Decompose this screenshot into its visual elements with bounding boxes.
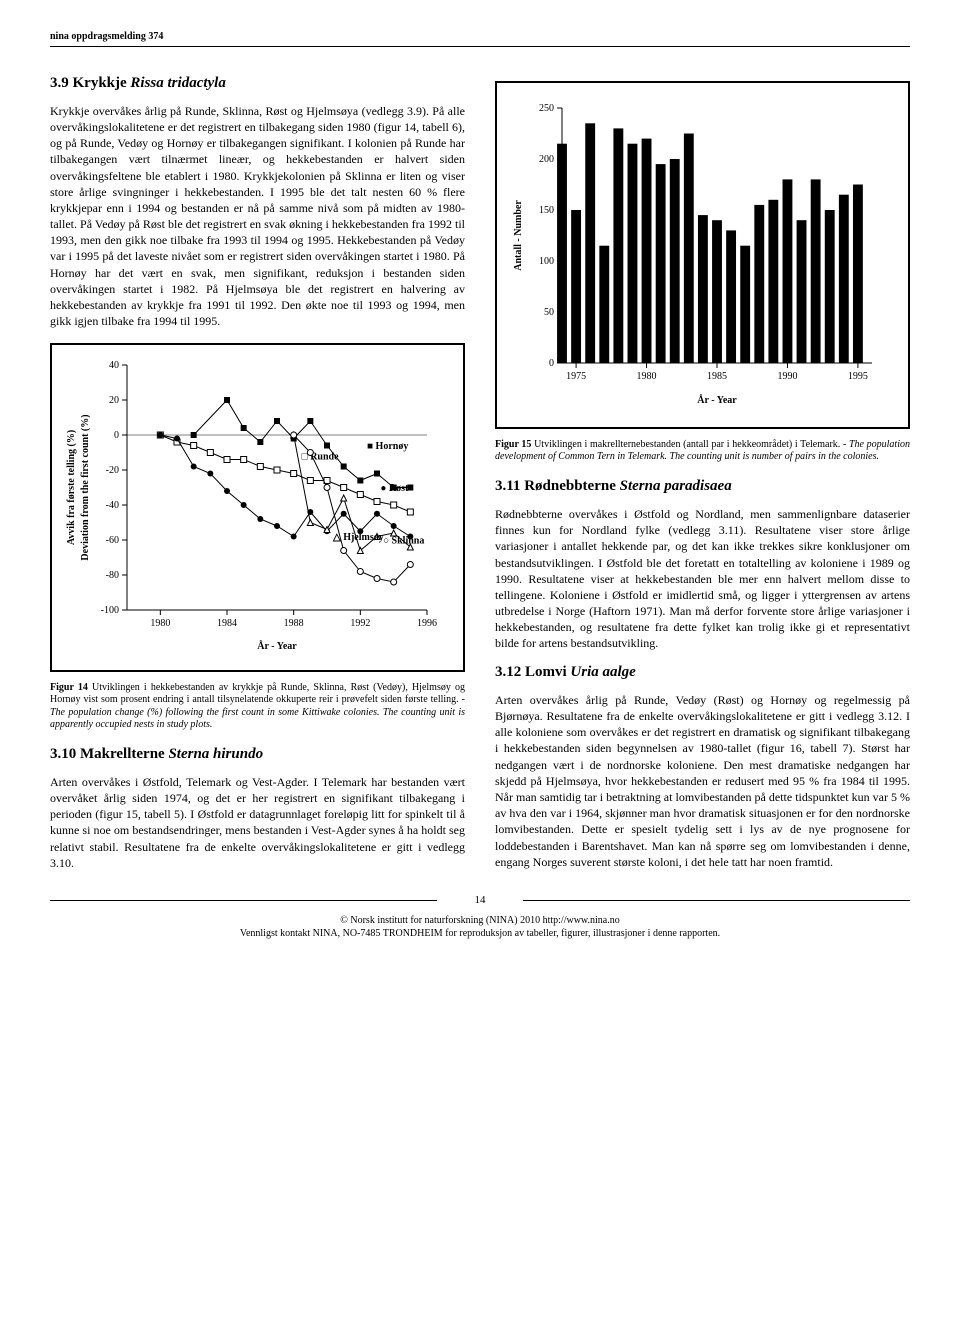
svg-text:200: 200 bbox=[539, 154, 554, 165]
svg-text:0: 0 bbox=[114, 430, 119, 441]
svg-text:150: 150 bbox=[539, 205, 554, 216]
section-latin: Sterna paradisaea bbox=[620, 478, 732, 494]
figure-15-chart: 0 50 100 150 200 250 1975 1980 1985 1990 1995 År - … bbox=[507, 93, 887, 413]
section-3-11-heading: 3.11 Rødnebbterne Sterna paradisaea bbox=[495, 476, 910, 496]
footer-line-1: © Norsk institutt for naturforskning (NI… bbox=[50, 914, 910, 927]
svg-text:-60: -60 bbox=[106, 535, 119, 546]
section-3-9-body: Krykkje overvåkes årlig på Runde, Sklinn… bbox=[50, 103, 465, 330]
caption-label: Figur 15 bbox=[495, 439, 531, 450]
page-number: 14 bbox=[50, 893, 910, 908]
figure-14-caption: Figur 14 Utviklingen i hekkebestanden av… bbox=[50, 682, 465, 732]
section-3-11-body: Rødnebbterne overvåkes i Østfold og Nord… bbox=[495, 506, 910, 652]
svg-text:1980: 1980 bbox=[637, 371, 657, 382]
svg-text:År - Year: År - Year bbox=[257, 640, 297, 652]
svg-text:20: 20 bbox=[109, 395, 119, 406]
svg-text:1988: 1988 bbox=[284, 618, 304, 629]
caption-label: Figur 14 bbox=[50, 682, 88, 693]
svg-text:100: 100 bbox=[539, 256, 554, 267]
svg-text:● Røst: ● Røst bbox=[380, 483, 409, 494]
footer: © Norsk institutt for naturforskning (NI… bbox=[50, 914, 910, 940]
section-number: 3.9 bbox=[50, 75, 69, 91]
svg-text:0: 0 bbox=[549, 358, 554, 369]
right-column: 0 50 100 150 200 250 1975 1980 1985 1990 1995 År - … bbox=[495, 67, 910, 881]
section-latin: Rissa tridactyla bbox=[130, 75, 225, 91]
figure-14: -100 -80 -60 -40 -20 0 20 40 1980 1984 1988 1992 199… bbox=[50, 343, 465, 671]
caption-text: Utviklingen i hekkebestanden av krykkje … bbox=[50, 682, 465, 706]
svg-text:1990: 1990 bbox=[777, 371, 797, 382]
figure-15: 0 50 100 150 200 250 1975 1980 1985 1990 1995 År - … bbox=[495, 81, 910, 429]
caption-italic: The population change (%) following the … bbox=[50, 707, 465, 731]
section-latin: Sterna hirundo bbox=[168, 746, 263, 762]
caption-text: Utviklingen i makrellternebestanden (ant… bbox=[531, 439, 849, 450]
section-title: Makrellterne bbox=[80, 746, 165, 762]
section-latin: Uria aalge bbox=[570, 664, 635, 680]
section-number: 3.10 bbox=[50, 746, 76, 762]
svg-text:Deviation from the first count: Deviation from the first count (%) bbox=[80, 415, 91, 561]
svg-text:Avvik fra første telling (%): Avvik fra første telling (%) bbox=[66, 430, 77, 545]
footer-line-2: Vennligst kontakt NINA, NO-7485 TRONDHEI… bbox=[50, 927, 910, 940]
section-3-12-heading: 3.12 Lomvi Uria aalge bbox=[495, 662, 910, 682]
section-3-10-heading: 3.10 Makrellterne Sterna hirundo bbox=[50, 744, 465, 764]
section-title: Lomvi bbox=[525, 664, 567, 680]
svg-text:1996: 1996 bbox=[417, 618, 437, 629]
section-title: Krykkje bbox=[73, 75, 127, 91]
svg-text:1975: 1975 bbox=[566, 371, 586, 382]
section-3-10-body: Arten overvåkes i Østfold, Telemark og V… bbox=[50, 774, 465, 871]
section-3-9-heading: 3.9 Krykkje Rissa tridactyla bbox=[50, 73, 465, 93]
svg-text:År - Year: År - Year bbox=[697, 394, 737, 406]
section-number: 3.11 bbox=[495, 478, 520, 494]
svg-text:1984: 1984 bbox=[217, 618, 237, 629]
svg-text:1995: 1995 bbox=[848, 371, 868, 382]
svg-text:-40: -40 bbox=[106, 500, 119, 511]
svg-text:1992: 1992 bbox=[350, 618, 370, 629]
svg-text:-100: -100 bbox=[101, 605, 119, 616]
svg-text:-80: -80 bbox=[106, 570, 119, 581]
svg-text:40: 40 bbox=[109, 360, 119, 371]
svg-text:-20: -20 bbox=[106, 465, 119, 476]
running-header: nina oppdragsmelding 374 bbox=[50, 30, 910, 47]
figure-14-chart: -100 -80 -60 -40 -20 0 20 40 1980 1984 1988 1992 199… bbox=[62, 355, 442, 655]
svg-text:1980: 1980 bbox=[150, 618, 170, 629]
svg-text:○ Sklinna: ○ Sklinna bbox=[383, 536, 424, 547]
figure-15-caption: Figur 15 Utviklingen i makrellternebesta… bbox=[495, 439, 910, 464]
svg-text:1985: 1985 bbox=[707, 371, 727, 382]
svg-text:50: 50 bbox=[544, 307, 554, 318]
section-number: 3.12 bbox=[495, 664, 521, 680]
svg-text:250: 250 bbox=[539, 103, 554, 114]
section-title: Rødnebbterne bbox=[524, 478, 616, 494]
svg-text:■ Hornøy: ■ Hornøy bbox=[367, 441, 408, 452]
svg-text:Antall - Number: Antall - Number bbox=[513, 199, 524, 270]
section-3-12-body: Arten overvåkes årlig på Runde, Vedøy (R… bbox=[495, 692, 910, 870]
left-column: 3.9 Krykkje Rissa tridactyla Krykkje ove… bbox=[50, 67, 465, 881]
